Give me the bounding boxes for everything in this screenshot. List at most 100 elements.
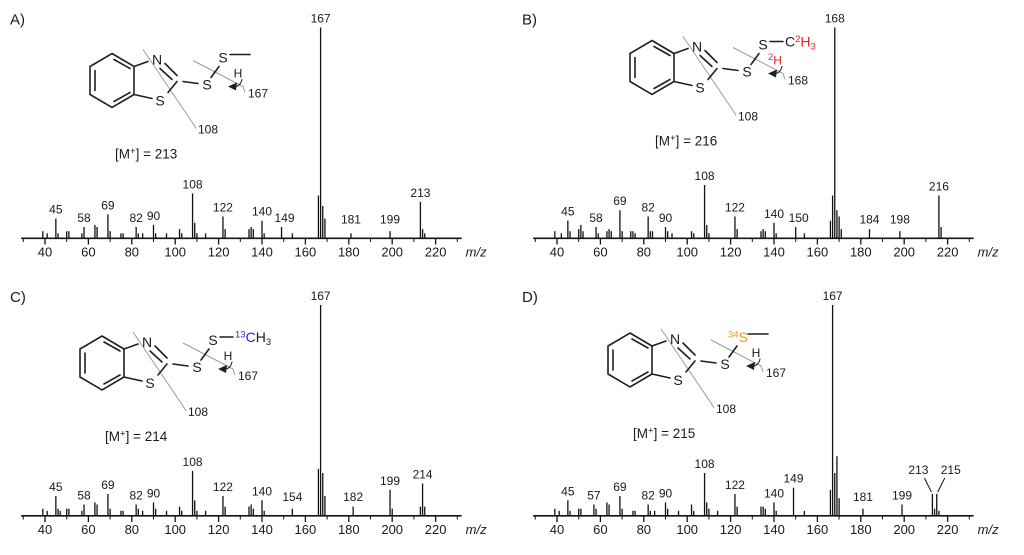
bond-ring-n <box>651 340 667 347</box>
mass-spectrum: 40 60 80 100 120 140 160 180 200 220 m/z 45 58 69 82 90… <box>533 12 999 260</box>
benzene-double-bond <box>631 371 649 382</box>
peak-label: 181 <box>341 213 361 227</box>
bond-c2-s <box>722 67 739 72</box>
fragment-mass-label-bottom: 108 <box>738 110 758 124</box>
atom-s-outer-label: 34S <box>728 329 748 345</box>
bond-s-s <box>200 348 210 361</box>
bond-c2-s <box>182 80 199 85</box>
benzene-ring <box>629 39 675 96</box>
axis-unit-label: m/z <box>978 522 999 537</box>
atom-s-inner-label: S <box>720 356 729 372</box>
peak-label: 58 <box>77 211 91 225</box>
cut-line-frag <box>710 339 764 373</box>
atom-n-label: N <box>692 39 702 55</box>
axis-tick-label: 80 <box>125 522 139 537</box>
bond-n-c2-double <box>149 350 163 363</box>
bond-n-c2 <box>704 49 718 64</box>
axis-tick-label: 220 <box>425 245 447 260</box>
axis-tick-label: 220 <box>425 522 447 537</box>
peak-label: 140 <box>764 207 784 221</box>
molecule-structure: N S S 34S H 167 108 [M+] = 215 <box>607 328 786 441</box>
bond-sring-ring <box>673 80 693 87</box>
spectrum-panel: B) <box>512 0 1024 278</box>
transfer-h-label: H <box>234 67 243 81</box>
panel-letter: A) <box>10 12 25 29</box>
axis-tick-label: 160 <box>807 522 829 537</box>
peak-label: 154 <box>282 490 302 504</box>
peak-label: 167 <box>311 289 331 303</box>
bond-sring-ring <box>123 376 143 382</box>
peak-label: 108 <box>695 457 715 471</box>
peak-label: 198 <box>890 213 910 227</box>
peak-label: 167 <box>311 12 331 26</box>
molecular-ion-label: [M+] = 213 <box>115 146 177 162</box>
axis-tick-label: 160 <box>807 245 829 260</box>
atom-n-label: N <box>670 331 680 347</box>
peak-label: 82 <box>129 489 143 503</box>
atom-n-label: N <box>152 52 162 68</box>
spectrum-panel: A) <box>0 0 512 278</box>
peak-label: 215 <box>941 463 961 477</box>
methyl-group-label: C2H3 <box>785 34 816 53</box>
fragment-mass-label-bottom: 108 <box>198 123 218 137</box>
peak-label: 199 <box>380 474 400 488</box>
axis-tick-label: 140 <box>763 522 785 537</box>
molecule-structure: N S S S H 167 108 [M+] = 213 <box>89 49 268 162</box>
bond-c2-s <box>172 363 189 367</box>
peak-label: 45 <box>561 484 575 498</box>
benzene-double-bond <box>631 338 649 349</box>
mass-spectrum: 40 60 80 100 120 140 160 180 200 220 m/z 45 57 69 82 90… <box>533 289 999 537</box>
panel-letter: C) <box>10 289 26 306</box>
atom-n-label: N <box>142 334 152 350</box>
peak-label: 108 <box>183 455 203 469</box>
axis-tick-label: 120 <box>720 245 742 260</box>
peak-label: 90 <box>659 211 673 225</box>
peak-label: 90 <box>659 486 673 500</box>
axis-tick-label: 100 <box>164 522 186 537</box>
mass-spectrum: 40 60 80 100 120 140 160 180 200 220 m/z 45 58 69 82 90… <box>21 289 487 537</box>
axis-tick-label: 60 <box>81 522 95 537</box>
benzene-double-bond <box>103 374 121 385</box>
bond-n-c2 <box>164 62 178 77</box>
fragment-mass-label-bottom: 108 <box>716 402 736 416</box>
cut-line-frag <box>732 47 786 80</box>
transfer-h-label: H <box>752 346 761 360</box>
bond-ring-n <box>133 60 149 68</box>
atom-s-ring-label: S <box>673 372 682 388</box>
fragment-mass-label-top: 168 <box>788 74 808 88</box>
h-transfer-arrowhead <box>228 82 237 91</box>
axis-tick-label: 220 <box>937 245 959 260</box>
peak-label: 108 <box>183 177 203 191</box>
panel-letter: D) <box>522 289 538 306</box>
peak-label: 57 <box>587 489 601 503</box>
axis-tick-label: 120 <box>720 522 742 537</box>
bond-s-s <box>728 345 738 358</box>
peak-label: 140 <box>252 205 272 219</box>
peak-label: 69 <box>613 194 627 208</box>
axis-unit-label: m/z <box>978 245 999 260</box>
bond-sring-ring <box>651 373 671 379</box>
peak-label: 69 <box>101 478 115 492</box>
cut-line-108 <box>132 331 187 412</box>
atom-s-ring-label: S <box>695 80 704 96</box>
bond-c2-s <box>700 360 717 364</box>
transfer-h-label: H <box>224 349 233 363</box>
molecular-ion-label: [M+] = 216 <box>655 133 717 149</box>
benzene-ring <box>79 335 125 391</box>
peak-label: 69 <box>613 480 627 494</box>
peak-label: 108 <box>695 169 715 183</box>
benzene-ring <box>89 52 135 109</box>
cut-line-108 <box>142 49 197 129</box>
peak-label: 122 <box>213 201 233 215</box>
axis-tick-label: 220 <box>937 522 959 537</box>
axis-tick-label: 40 <box>38 245 52 260</box>
bond-c2-sring <box>167 80 178 94</box>
bond-n-c2 <box>154 345 168 359</box>
bond-ring-n <box>123 343 139 350</box>
axis-tick-label: 140 <box>251 522 273 537</box>
peak-label: 69 <box>101 198 115 212</box>
peak-label: 216 <box>929 180 949 194</box>
axis-tick-label: 160 <box>295 245 317 260</box>
